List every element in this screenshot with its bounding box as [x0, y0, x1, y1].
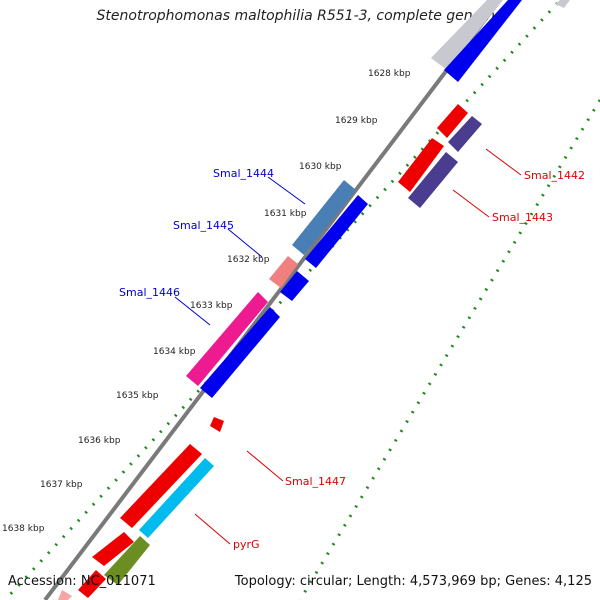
tick-label: 1630 kbp — [299, 162, 342, 172]
gene-smal-1443-b[interactable] — [408, 152, 458, 208]
leader-smal-1443 — [452, 189, 490, 218]
gene-smal-1445-pink[interactable] — [269, 256, 298, 288]
tick-label: 1628 kbp — [368, 69, 411, 79]
tick-label: 1636 kbp — [78, 436, 121, 446]
gene-label-smal-1447[interactable]: Smal_1447 — [285, 475, 346, 488]
gene-label-group: Smal_1444 Smal_1445 Smal_1446 Smal_1442 Smal… — [119, 167, 585, 551]
gene-olive[interactable] — [104, 536, 150, 585]
gene-red-lower[interactable] — [92, 532, 134, 566]
gene-blue-top[interactable] — [444, 0, 522, 82]
gene-smal-1445-blue[interactable] — [280, 271, 309, 301]
leader-smal-1446 — [174, 296, 211, 326]
gene-smal-1443-a[interactable] — [448, 116, 482, 152]
tick-label: 1633 kbp — [190, 301, 233, 311]
leader-smal-1447 — [246, 450, 284, 482]
gene-label-smal-1443[interactable]: Smal_1443 — [492, 211, 553, 224]
genome-backbone — [43, 0, 502, 600]
gene-smal-1442-a[interactable] — [437, 104, 468, 138]
leader-smal-1444 — [267, 176, 306, 205]
leader-pyrg — [194, 513, 231, 545]
gene-smal-1446-magenta[interactable] — [186, 292, 268, 386]
accession-text: Accession: NC_011071 — [8, 574, 156, 589]
tick-label: 1631 kbp — [264, 209, 307, 219]
tick-label: 1632 kbp — [227, 255, 270, 265]
gene-pyrg[interactable] — [139, 458, 214, 538]
tick-label-group: 1628 kbp 1629 kbp 1630 kbp 1631 kbp 1632 kbp… — [2, 69, 411, 534]
tick-label: 1635 kbp — [116, 391, 159, 401]
tick-track-inner — [298, 99, 600, 600]
gene-smal-1442-b[interactable] — [398, 138, 444, 192]
gene-red-bottom[interactable] — [78, 570, 106, 598]
gene-smal-1444-blue[interactable] — [305, 195, 368, 268]
leader-smal-1442 — [485, 148, 522, 176]
gene-gray-2[interactable] — [555, 0, 570, 8]
gene-label-smal-1445[interactable]: Smal_1445 — [173, 219, 234, 232]
gene-smal-1446-blue[interactable] — [200, 307, 280, 398]
gene-smal-1447[interactable] — [210, 417, 224, 432]
gene-pink-bottom[interactable] — [58, 590, 72, 600]
gene-red-long[interactable] — [120, 444, 202, 528]
leader-smal-1445 — [227, 228, 263, 258]
gene-label-smal-1446[interactable]: Smal_1446 — [119, 286, 180, 299]
genome-title: Stenotrophomonas maltophilia R551-3, com… — [96, 8, 504, 24]
tick-label: 1638 kbp — [2, 524, 45, 534]
gene-label-smal-1442[interactable]: Smal_1442 — [524, 169, 585, 182]
tick-label: 1634 kbp — [153, 347, 196, 357]
tick-label: 1637 kbp — [40, 480, 83, 490]
gene-gray-1[interactable] — [431, 0, 503, 70]
gene-smal-1444-steel[interactable] — [292, 180, 356, 255]
gene-label-smal-1444[interactable]: Smal_1444 — [213, 167, 274, 180]
genome-summary-text: Topology: circular; Length: 4,573,969 bp… — [234, 574, 592, 589]
tick-label: 1629 kbp — [335, 116, 378, 126]
gene-label-pyrg[interactable]: pyrG — [233, 538, 260, 551]
